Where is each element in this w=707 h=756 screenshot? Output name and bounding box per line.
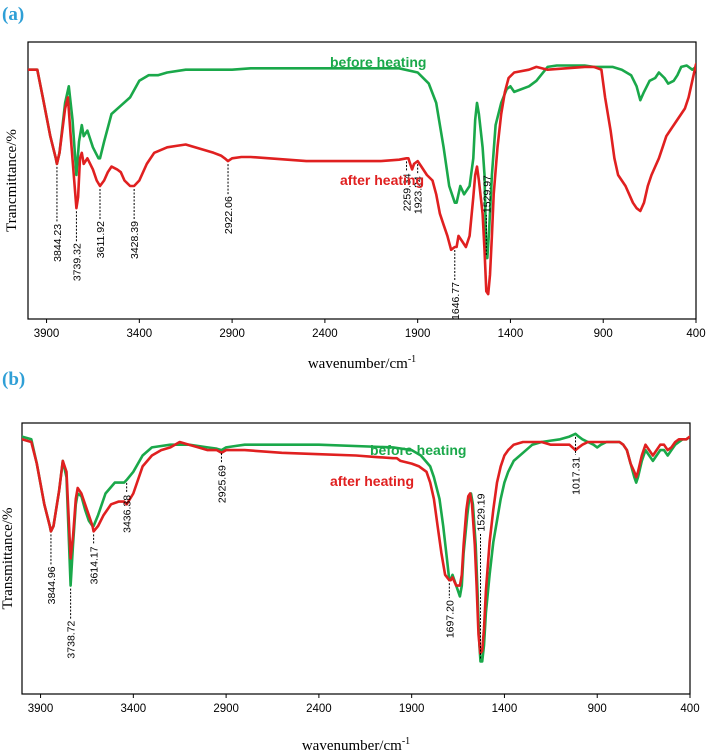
legend-before-heating: before heating (370, 442, 466, 458)
series-line-before-heating (28, 64, 696, 260)
peak-label: 2922.06 (223, 196, 235, 234)
peak-label: 3739.32 (71, 243, 83, 281)
peak-label: 1923.24 (413, 176, 425, 214)
peak-label: 3611.92 (95, 221, 107, 258)
peak-label: 2925.69 (216, 465, 228, 503)
series-line-after-heating (22, 435, 690, 655)
plot-frame (21, 422, 691, 695)
x-tick-label: 1400 (492, 703, 518, 715)
peak-label: 3738.72 (66, 620, 78, 658)
panel-label: (a) (2, 4, 24, 25)
x-axis-label-sup: -1 (408, 354, 416, 365)
x-tick-label: 3400 (121, 703, 147, 715)
x-tick-label: 400 (686, 328, 705, 340)
x-axis-label-sup: -1 (402, 736, 410, 747)
x-tick-label: 900 (588, 703, 607, 715)
peak-label: 2259.34 (402, 173, 414, 211)
x-tick-label: 1400 (498, 328, 524, 340)
peak-label: 1529.97 (481, 175, 493, 213)
legend-before-heating: before heating (330, 54, 426, 70)
peak-label: 3428.39 (129, 221, 141, 259)
x-axis-label: wavenumber/cm-1 (308, 354, 416, 372)
series-line-before-heating (22, 432, 690, 663)
x-tick-label: 2400 (312, 328, 338, 340)
peak-label: 1017.31 (571, 457, 583, 495)
x-tick-label: 900 (594, 328, 613, 340)
x-tick-label: 2900 (213, 703, 239, 715)
panel-b: (b) 3900 3400 2900 2400 1900 1400 900 400 wavenum… (0, 369, 700, 754)
peak-label: 3844.96 (46, 566, 58, 604)
x-tick-label: 3900 (34, 328, 60, 340)
peak-label: 3844.23 (52, 224, 64, 262)
peak-label: 1646.77 (450, 282, 462, 320)
panel-a: (a) 3900 3400 2900 2400 1900 1400 900 400 wavenum… (2, 4, 706, 372)
peak-label: 1697.20 (444, 600, 456, 638)
y-axis-label: Transmittance/% (0, 508, 16, 610)
x-axis-label: wavenumber/cm-1 (302, 736, 410, 754)
legend-after-heating: after heating (340, 172, 424, 188)
x-tick-label: 3400 (127, 328, 153, 340)
x-tick-label: 400 (680, 703, 699, 715)
x-tick-label: 1900 (405, 328, 431, 340)
series-line-after-heating (28, 62, 696, 296)
peak-label: 3436.38 (122, 495, 134, 533)
peak-label: 1529.19 (476, 493, 488, 531)
panel-label: (b) (2, 369, 25, 390)
y-axis-label: Trancmittance/% (4, 129, 20, 232)
x-tick-label: 2400 (306, 703, 332, 715)
x-tick-label: 1900 (399, 703, 425, 715)
x-tick-label: 2900 (219, 328, 245, 340)
peak-label: 3614.17 (89, 546, 101, 584)
x-tick-label: 3900 (28, 703, 54, 715)
plot-frame (27, 41, 697, 320)
legend-after-heating: after heating (330, 473, 414, 489)
